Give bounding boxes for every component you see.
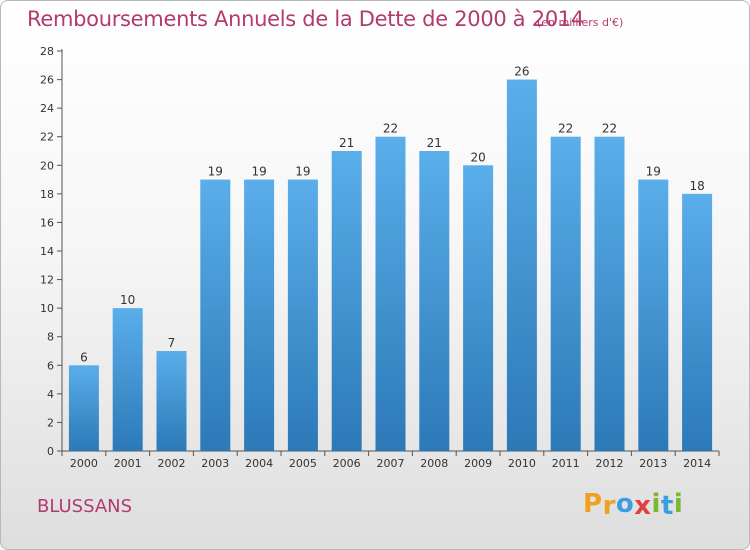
x-tick-label-2011: 2011	[552, 457, 580, 470]
y-tick-label: 10	[40, 302, 54, 315]
y-tick-label: 0	[47, 445, 54, 458]
bar-2011	[550, 136, 581, 451]
x-tick-label-2009: 2009	[464, 457, 492, 470]
value-label-2000: 6	[80, 350, 88, 364]
x-tick-label-2000: 2000	[70, 457, 98, 470]
logo-letter: i	[673, 489, 684, 519]
bar-2014	[682, 193, 713, 451]
y-tick-label: 22	[40, 131, 54, 144]
y-tick-label: 6	[47, 359, 54, 372]
y-tick-label: 16	[40, 216, 54, 229]
bar-2013	[638, 179, 669, 452]
y-tick-label: 8	[47, 331, 54, 344]
x-tick-label-2007: 2007	[377, 457, 405, 470]
value-label-2001: 10	[120, 293, 135, 307]
x-tick-label-2008: 2008	[420, 457, 448, 470]
y-tick-label: 28	[40, 45, 54, 58]
y-tick-label: 20	[40, 159, 54, 172]
bar-2000	[68, 365, 99, 451]
y-tick-label: 14	[40, 245, 54, 258]
y-tick-label: 24	[40, 102, 54, 115]
value-label-2013: 19	[646, 165, 661, 179]
y-tick-label: 12	[40, 274, 54, 287]
bar-2003	[200, 179, 231, 452]
value-label-2004: 19	[251, 165, 266, 179]
value-label-2008: 21	[427, 136, 442, 150]
x-tick-label-2004: 2004	[245, 457, 273, 470]
bar-2009	[463, 165, 494, 452]
y-tick-label: 4	[47, 388, 54, 401]
bar-2008	[419, 151, 450, 451]
value-label-2007: 22	[383, 122, 398, 136]
value-label-2002: 7	[168, 336, 176, 350]
value-label-2005: 19	[295, 165, 310, 179]
x-tick-label-2002: 2002	[158, 457, 186, 470]
y-tick-label: 2	[47, 416, 54, 429]
logo-letter: i	[651, 489, 661, 519]
bar-2006	[331, 151, 362, 451]
commune-name: BLUSSANS	[37, 496, 133, 517]
value-label-2011: 22	[558, 122, 573, 136]
value-label-2010: 26	[514, 65, 529, 79]
logo-letter: x	[634, 491, 652, 521]
proxiti-logo: Proxiti	[583, 489, 684, 521]
x-tick-label-2001: 2001	[114, 457, 142, 470]
x-tick-label-2003: 2003	[201, 457, 229, 470]
chart-title: Remboursements Annuels de la Dette de 20…	[27, 7, 584, 31]
bar-2010	[506, 79, 537, 452]
x-tick-label-2014: 2014	[683, 457, 711, 470]
bar-2002	[156, 351, 187, 451]
value-label-2012: 22	[602, 122, 617, 136]
logo-letter: o	[615, 489, 635, 519]
x-tick-label-2006: 2006	[333, 457, 361, 470]
value-label-2003: 19	[208, 165, 223, 179]
y-tick-label: 18	[40, 188, 54, 201]
bar-2005	[287, 179, 318, 452]
y-tick-label: 26	[40, 74, 54, 87]
logo-letter: r	[602, 491, 616, 521]
chart-subtitle: (en milliers d'€)	[537, 16, 624, 29]
value-label-2014: 18	[689, 179, 704, 193]
bar-2012	[594, 136, 625, 451]
value-label-2009: 20	[470, 150, 485, 164]
x-tick-label-2010: 2010	[508, 457, 536, 470]
x-tick-label-2012: 2012	[596, 457, 624, 470]
bar-2007	[375, 136, 406, 451]
bar-2004	[244, 179, 275, 452]
bar-2001	[112, 308, 143, 451]
x-tick-label-2005: 2005	[289, 457, 317, 470]
logo-letter: t	[660, 491, 674, 521]
x-tick-label-2013: 2013	[639, 457, 667, 470]
value-label-2006: 21	[339, 136, 354, 150]
logo-letter: P	[583, 489, 603, 519]
